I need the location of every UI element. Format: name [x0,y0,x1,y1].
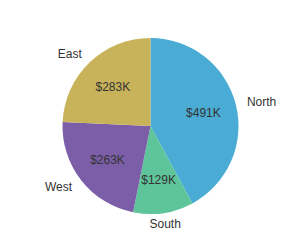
svg-text:North: North [247,95,276,109]
svg-text:West: West [45,180,73,194]
svg-text:$263K: $263K [90,153,125,167]
svg-text:$283K: $283K [95,80,130,94]
svg-text:$129K: $129K [141,173,176,187]
svg-text:South: South [150,217,181,231]
svg-text:$491K: $491K [186,106,221,120]
svg-text:East: East [58,47,83,61]
